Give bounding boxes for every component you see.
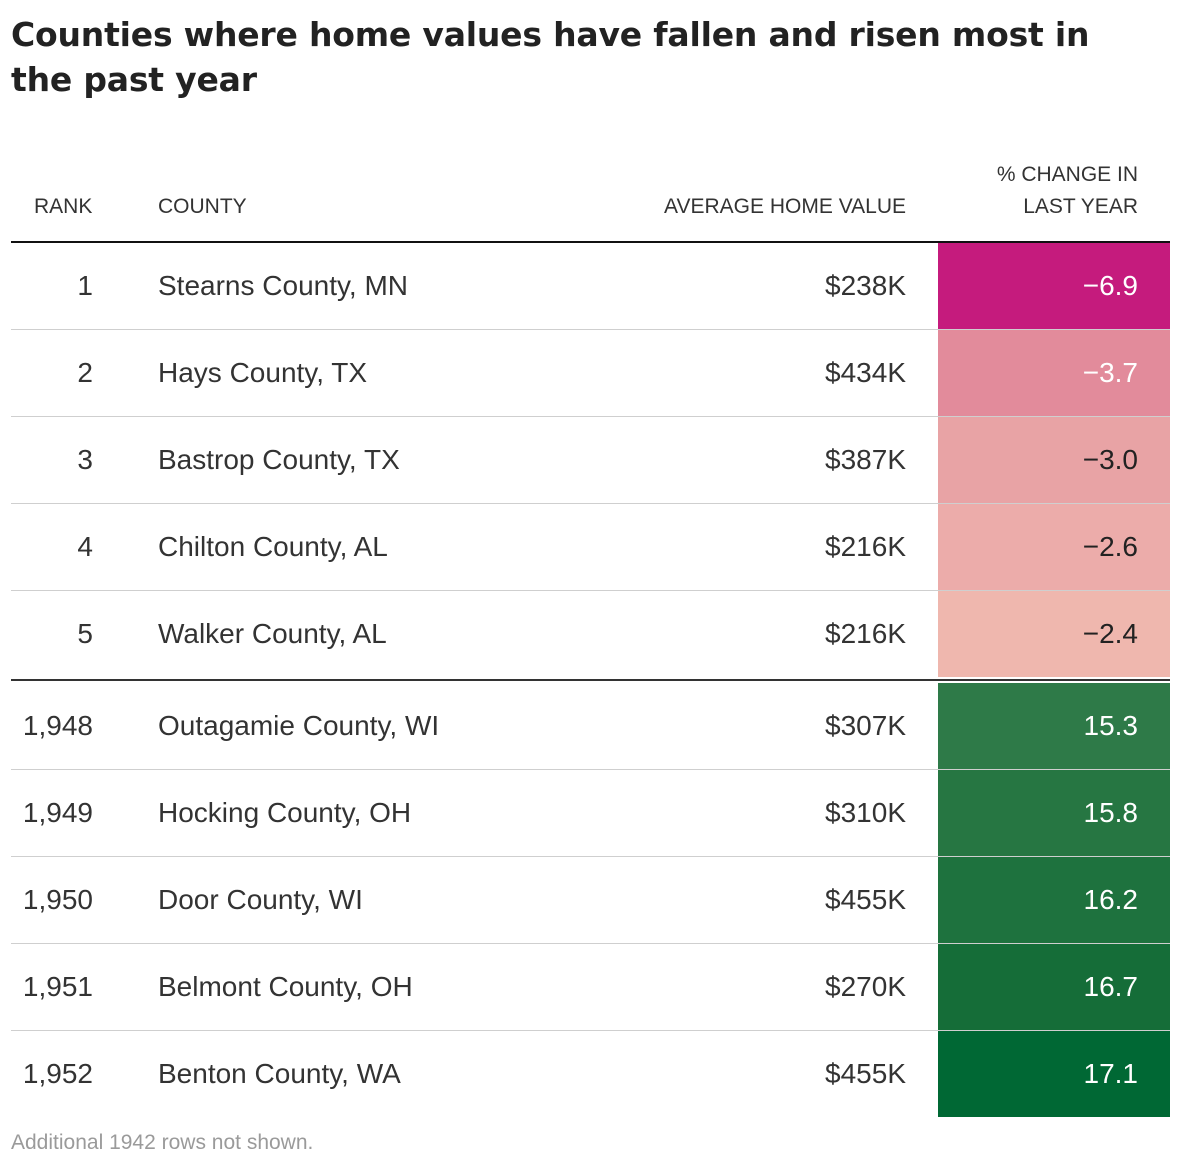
cell-rank: 1,949 [22, 797, 93, 828]
cell-rank: 5 [77, 618, 93, 649]
cell-county: Benton County, WA [158, 1058, 401, 1089]
cell-average-home-value: $216K [825, 531, 906, 562]
cell-average-home-value: $310K [825, 797, 906, 828]
table-header: RANK COUNTY AVERAGE HOME VALUE % CHANGE … [11, 150, 1170, 243]
cell-average-home-value: $307K [825, 710, 906, 741]
footnote: Additional 1942 rows not shown. [11, 1131, 314, 1154]
cell-county: Hays County, TX [158, 357, 368, 388]
table-row: 5 Walker County, AL $216K −2.4 [11, 591, 1170, 677]
cell-average-home-value: $434K [825, 357, 906, 388]
cell-percent-change: 15.3 [938, 683, 1170, 769]
cell-county: Outagamie County, WI [158, 710, 440, 741]
cell-rank: 1 [77, 270, 93, 301]
cell-average-home-value: $455K [825, 1058, 906, 1089]
cell-county: Bastrop County, TX [158, 444, 400, 475]
cell-county: Chilton County, AL [158, 531, 388, 562]
table-row: 1,949 Hocking County, OH $310K 15.8 [11, 770, 1170, 857]
table-row: 1,951 Belmont County, OH $270K 16.7 [11, 944, 1170, 1031]
header-percent-change: % CHANGE IN LAST YEAR [997, 159, 1138, 223]
cell-average-home-value: $387K [825, 444, 906, 475]
header-rank: RANK [34, 195, 93, 218]
cell-rank: 4 [77, 531, 93, 562]
cell-average-home-value: $455K [825, 884, 906, 915]
cell-percent-change: −3.7 [938, 330, 1170, 416]
cell-county: Belmont County, OH [158, 971, 413, 1002]
cell-county: Stearns County, MN [158, 270, 409, 301]
chart-title: Counties where home values have fallen a… [11, 15, 1090, 99]
cell-average-home-value: $238K [825, 270, 906, 301]
rows-largest-declines: 1 Stearns County, MN $238K −6.9 2 Hays County… [11, 243, 1170, 677]
cell-percent-change: −6.9 [938, 243, 1170, 329]
cell-percent-change: 17.1 [938, 1031, 1170, 1117]
cell-percent-change: −2.4 [938, 591, 1170, 677]
data-table: RANK COUNTY AVERAGE HOME VALUE % CHANGE … [11, 150, 1170, 1117]
cell-average-home-value: $216K [825, 618, 906, 649]
cell-percent-change: 15.8 [938, 770, 1170, 856]
group-divider [11, 677, 1170, 683]
table-row: 3 Bastrop County, TX $387K −3.0 [11, 417, 1170, 504]
table-row: 1,952 Benton County, WA $455K 17.1 [11, 1031, 1170, 1117]
cell-rank: 2 [77, 357, 93, 388]
cell-rank: 1,948 [22, 710, 93, 741]
table-row: 2 Hays County, TX $434K −3.7 [11, 330, 1170, 417]
header-percent-change-line2: LAST YEAR [1023, 195, 1138, 218]
cell-county: Hocking County, OH [158, 797, 412, 828]
cell-percent-change: −3.0 [938, 417, 1170, 503]
cell-county: Walker County, AL [158, 618, 387, 649]
table-row: 4 Chilton County, AL $216K −2.6 [11, 504, 1170, 591]
cell-percent-change: −2.6 [938, 504, 1170, 590]
table-row: 1 Stearns County, MN $238K −6.9 [11, 243, 1170, 330]
cell-county: Door County, WI [158, 884, 363, 915]
cell-percent-change: 16.2 [938, 857, 1170, 943]
rows-largest-increases: 1,948 Outagamie County, WI $307K 15.3 1,949 H… [11, 683, 1170, 1117]
cell-percent-change: 16.7 [938, 944, 1170, 1030]
cell-rank: 1,952 [22, 1058, 93, 1089]
cell-average-home-value: $270K [825, 971, 906, 1002]
cell-rank: 3 [77, 444, 93, 475]
cell-rank: 1,950 [22, 884, 93, 915]
header-average-home-value: AVERAGE HOME VALUE [664, 195, 906, 218]
header-percent-change-line1: % CHANGE IN [996, 163, 1138, 186]
table-row: 1,948 Outagamie County, WI $307K 15.3 [11, 683, 1170, 770]
header-county: COUNTY [158, 195, 247, 218]
cell-rank: 1,951 [22, 971, 93, 1002]
table-row: 1,950 Door County, WI $455K 16.2 [11, 857, 1170, 944]
